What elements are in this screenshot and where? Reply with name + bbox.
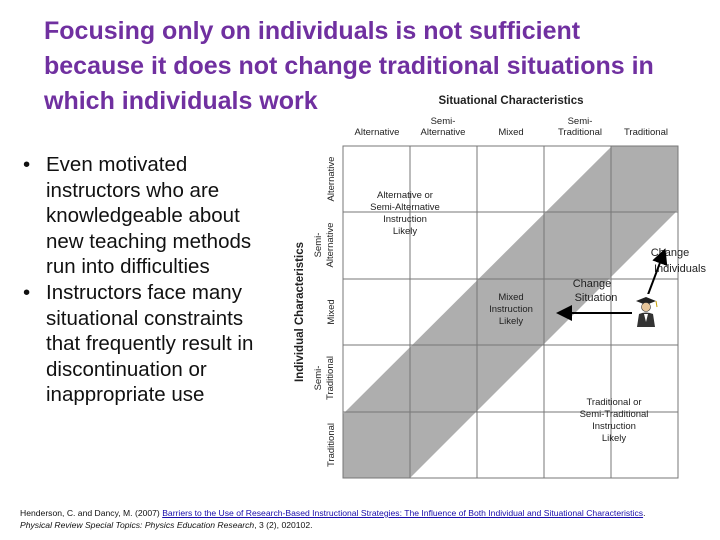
change-individuals-label: Individuals [654, 263, 706, 275]
region-label-lower: Traditional or [586, 397, 641, 408]
row-header: Traditional [326, 423, 337, 467]
bullet-item: Even motivated instructors who are knowl… [20, 152, 282, 280]
diagonal-band [343, 146, 678, 478]
citation-authors: Henderson, C. and Dancy, M. (2007) [20, 508, 160, 518]
region-label-middle: Mixed [498, 292, 523, 303]
row-header: Alternative [325, 223, 336, 268]
change-situation-label: Change [573, 278, 612, 290]
region-label-lower: Semi-Traditional [580, 409, 649, 420]
row-header: Mixed [326, 299, 337, 324]
bullet-item: Instructors face many situational constr… [20, 280, 282, 408]
row-header: Traditional [325, 356, 336, 400]
grid-lines [342, 145, 679, 479]
slide-title: Focusing only on individuals is not suff… [44, 14, 704, 119]
region-label-lower: Likely [602, 433, 627, 444]
column-header: Traditional [558, 127, 602, 138]
bullet-list: Even motivated instructors who are knowl… [20, 152, 282, 408]
change-situation-label: Situation [575, 292, 618, 304]
top-axis-title: Situational Characteristics [438, 95, 583, 107]
column-header: Traditional [624, 127, 668, 138]
slide-title-line: because it does not change traditional s… [44, 52, 654, 80]
slide-title-line: Focusing only on individuals is not suff… [44, 17, 581, 45]
slide-title-line: which individuals work [44, 87, 318, 115]
column-header: Semi- [431, 116, 456, 127]
column-header: Semi- [568, 116, 593, 127]
region-label-upper: Likely [393, 226, 418, 237]
row-header: Alternative [326, 157, 337, 202]
row-header: Semi- [313, 366, 324, 391]
column-header: Alternative [355, 127, 400, 138]
region-label-middle: Instruction [489, 304, 533, 315]
change-individuals-label: Change [651, 247, 690, 259]
region-label-upper: Alternative or [377, 190, 433, 201]
column-header: Alternative [421, 127, 466, 138]
region-label-middle: Likely [499, 316, 524, 327]
change-individuals-arrow [645, 248, 668, 301]
citation-journal: Physical Review Special Topics: Physics … [20, 520, 255, 530]
citation-article-link[interactable]: Barriers to the Use of Research-Based In… [162, 508, 644, 518]
column-header: Mixed [498, 127, 523, 138]
region-label-lower: Instruction [592, 421, 636, 432]
region-label-upper: Semi-Alternative [370, 202, 440, 213]
citation-volume: , 3 (2), 020102. [254, 520, 313, 530]
region-label-upper: Instruction [383, 214, 427, 225]
left-axis-title: Individual Characteristics [294, 242, 306, 382]
graduate-person-icon [632, 294, 660, 328]
row-header: Semi- [313, 233, 324, 258]
citation: Henderson, C. and Dancy, M. (2007) Barri… [20, 508, 646, 530]
